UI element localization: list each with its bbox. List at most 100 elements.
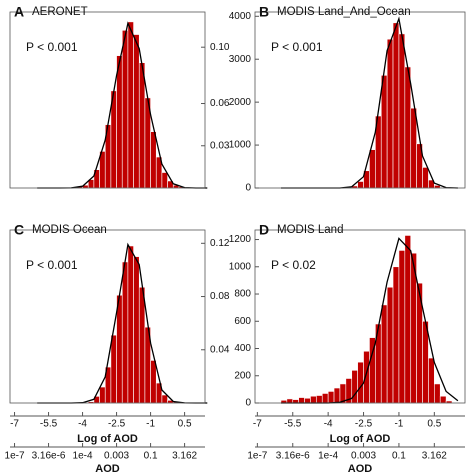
bar xyxy=(380,304,388,404)
bar xyxy=(121,30,129,189)
bar xyxy=(304,397,311,404)
bar xyxy=(150,360,157,404)
bar xyxy=(327,391,335,404)
x2-tick-label: 0.003 xyxy=(351,451,376,462)
y-tick-label: 1200 xyxy=(229,234,252,245)
bar xyxy=(357,181,364,189)
x-tick-label: -1 xyxy=(146,419,155,430)
y-tick-label: 0.08 xyxy=(210,291,230,302)
x-axis-label: Log of AOD xyxy=(77,433,138,445)
bar xyxy=(99,386,106,404)
x-tick-label: -7 xyxy=(253,419,262,430)
plot-frame xyxy=(254,229,466,404)
y-tick-label: 2000 xyxy=(229,97,252,108)
plot-frame xyxy=(9,229,206,404)
x2-tick-label: 1e-7 xyxy=(247,451,267,462)
panel-letter: C xyxy=(14,222,24,238)
panel-letter: B xyxy=(259,4,269,20)
x-tick-label: 0.5 xyxy=(427,419,441,430)
x-tick-label: -4 xyxy=(324,419,333,430)
bar xyxy=(404,235,412,404)
bar xyxy=(333,387,341,404)
y-tick-label: 600 xyxy=(234,316,251,327)
x2-tick-label: 3.16e-6 xyxy=(276,451,310,462)
bar xyxy=(386,286,394,404)
y-tick-label: 4000 xyxy=(229,11,252,22)
x2-tick-label: 0.1 xyxy=(144,451,158,462)
y-tick-label: 800 xyxy=(234,289,251,300)
panel: 0.03 0.06 0.10 A AERONET P < 0.001 xyxy=(9,4,230,189)
y-tick-label: 0.06 xyxy=(210,98,230,109)
x-tick-label: -7 xyxy=(10,419,19,430)
x-tick-label: 0.5 xyxy=(178,419,192,430)
bar xyxy=(310,395,317,404)
panel-title: AERONET xyxy=(32,6,88,18)
x-tick-label: -4 xyxy=(78,419,87,430)
x2-tick-label: 3.16e-6 xyxy=(32,451,66,462)
y-tick-label: 0 xyxy=(245,183,251,194)
bar xyxy=(298,397,305,404)
x2-tick-label: 0.1 xyxy=(392,451,406,462)
bar xyxy=(161,394,168,404)
y-tick-label: 0.10 xyxy=(210,42,230,53)
bar xyxy=(321,393,329,404)
x2-axis-label: AOD xyxy=(348,463,373,474)
y-tick-label: 1000 xyxy=(229,261,252,272)
annotation: P < 0.001 xyxy=(26,40,78,54)
bar xyxy=(133,256,140,404)
bar xyxy=(127,21,134,189)
y-tick-label: 0.04 xyxy=(210,344,230,355)
plot-frame xyxy=(254,11,466,189)
bar xyxy=(434,383,441,404)
panel-title: MODIS Land_And_Ocean xyxy=(277,6,411,18)
bar xyxy=(316,395,323,404)
x-axis-label: Log of AOD xyxy=(330,433,391,445)
bar xyxy=(369,149,376,189)
y-tick-label: 0 xyxy=(245,398,251,409)
y-tick-label: 1000 xyxy=(229,140,252,151)
bar xyxy=(121,261,129,404)
annotation: P < 0.001 xyxy=(271,40,323,54)
y-tick-label: 200 xyxy=(234,370,251,381)
bar xyxy=(357,361,364,404)
x2-tick-label: 1e-4 xyxy=(73,451,93,462)
bar xyxy=(363,350,370,404)
bar xyxy=(116,55,123,189)
panel: 0.04 0.08 0.12 C MODIS Ocean P < 0.001 -7 -5.5 -… xyxy=(5,222,230,474)
x-tick-label: -1 xyxy=(394,419,403,430)
y-tick-label: 400 xyxy=(234,343,251,354)
x2-tick-label: 1e-7 xyxy=(5,451,25,462)
bar xyxy=(410,107,417,189)
x-tick-label: -2.5 xyxy=(355,419,373,430)
bar xyxy=(392,22,400,189)
x2-tick-label: 3.162 xyxy=(172,451,197,462)
panel: 0 1000 2000 3000 4000 B MODIS Land_And_Ocean P … xyxy=(229,4,466,194)
bar xyxy=(392,266,400,404)
x2-tick-label: 1e-4 xyxy=(318,451,338,462)
x2-tick-label: 0.003 xyxy=(104,451,129,462)
bar xyxy=(380,75,388,189)
bar xyxy=(150,131,157,189)
bar xyxy=(398,33,406,189)
bar xyxy=(398,250,406,404)
y-tick-label: 0.03 xyxy=(210,140,230,151)
bar xyxy=(110,334,117,404)
x-tick-label: -2.5 xyxy=(108,419,126,430)
bar xyxy=(428,357,435,404)
x2-axis-label: AOD xyxy=(95,463,120,474)
annotation: P < 0.001 xyxy=(26,258,78,272)
annotation: P < 0.02 xyxy=(271,258,316,272)
bar xyxy=(127,245,134,404)
x-tick-label: -5.5 xyxy=(284,419,302,430)
panel-letter: D xyxy=(259,222,269,238)
plot-frame xyxy=(9,11,206,189)
bar xyxy=(386,38,394,189)
bar xyxy=(138,62,146,189)
bar xyxy=(422,167,429,189)
bar xyxy=(404,66,412,189)
y-tick-label: 3000 xyxy=(229,54,252,65)
x-tick-label: -5.5 xyxy=(40,419,58,430)
bar xyxy=(439,395,447,404)
panel: 0 200 400 600 800 1000 1200 D MODIS Land P < 0.02… xyxy=(229,222,466,474)
